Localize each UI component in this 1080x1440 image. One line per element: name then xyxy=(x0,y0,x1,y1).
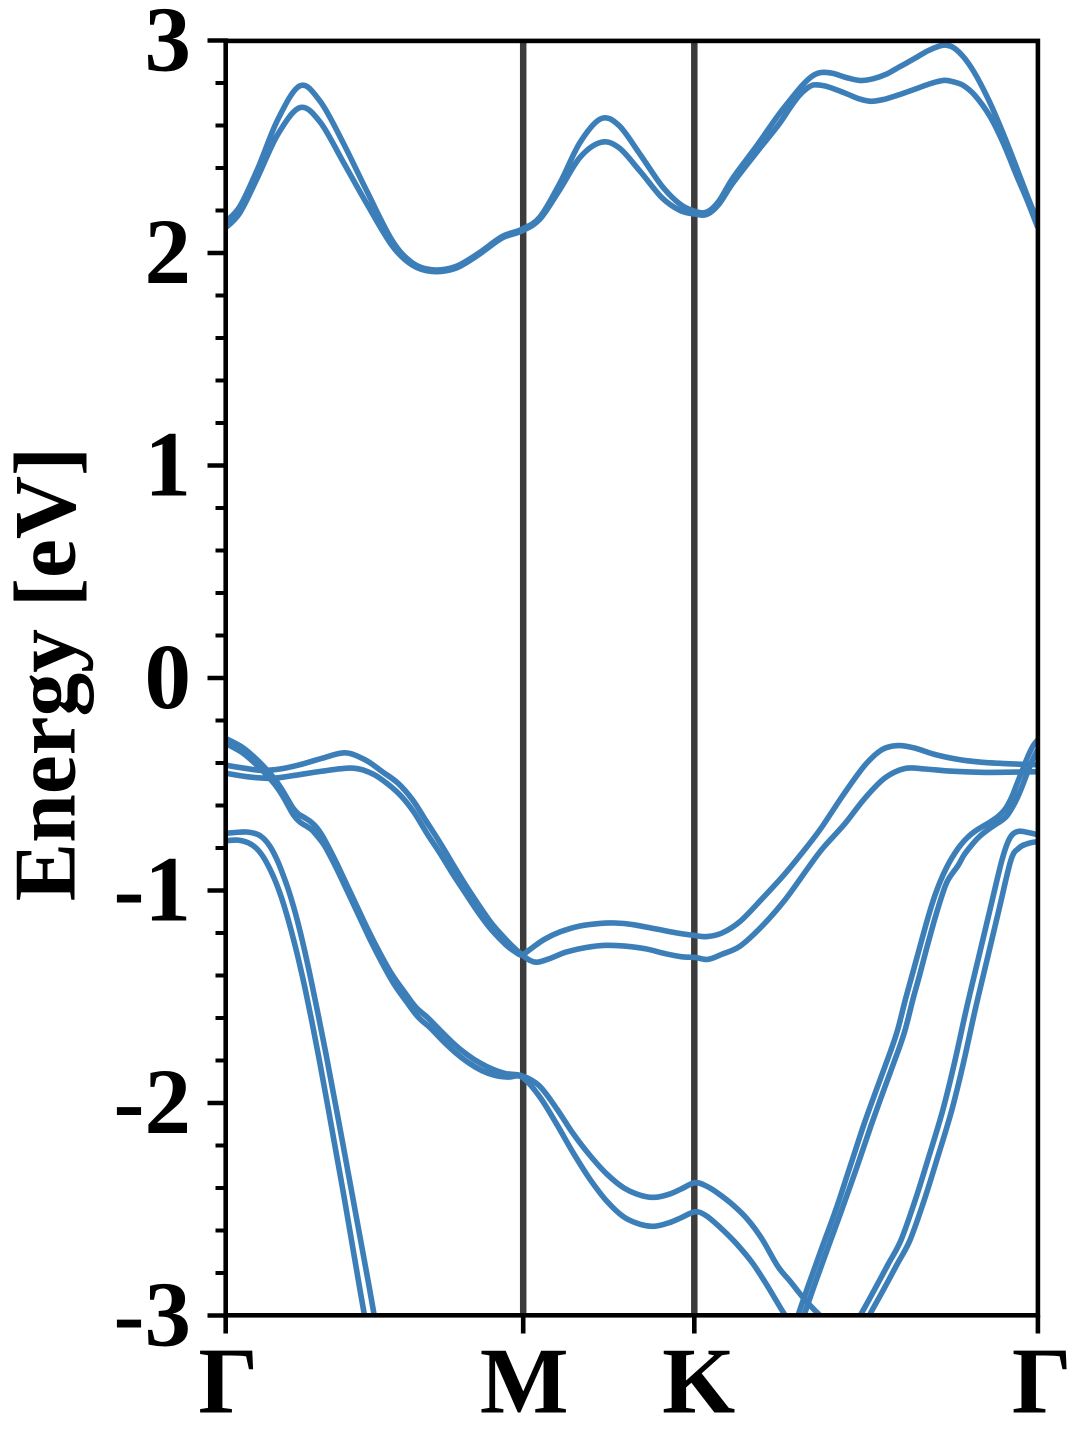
svg-text:Γ: Γ xyxy=(1012,1330,1072,1434)
svg-text:3: 3 xyxy=(145,0,192,92)
svg-text:K: K xyxy=(662,1330,735,1434)
svg-text:-1: -1 xyxy=(114,839,191,942)
svg-text:M: M xyxy=(480,1330,569,1434)
svg-text:-3: -3 xyxy=(114,1264,191,1367)
svg-text:Energy [eV]: Energy [eV] xyxy=(0,447,94,901)
svg-text:1: 1 xyxy=(145,414,192,517)
svg-text:2: 2 xyxy=(145,201,192,304)
svg-text:Γ: Γ xyxy=(198,1330,258,1434)
svg-text:-2: -2 xyxy=(114,1051,191,1154)
svg-text:0: 0 xyxy=(145,626,192,729)
